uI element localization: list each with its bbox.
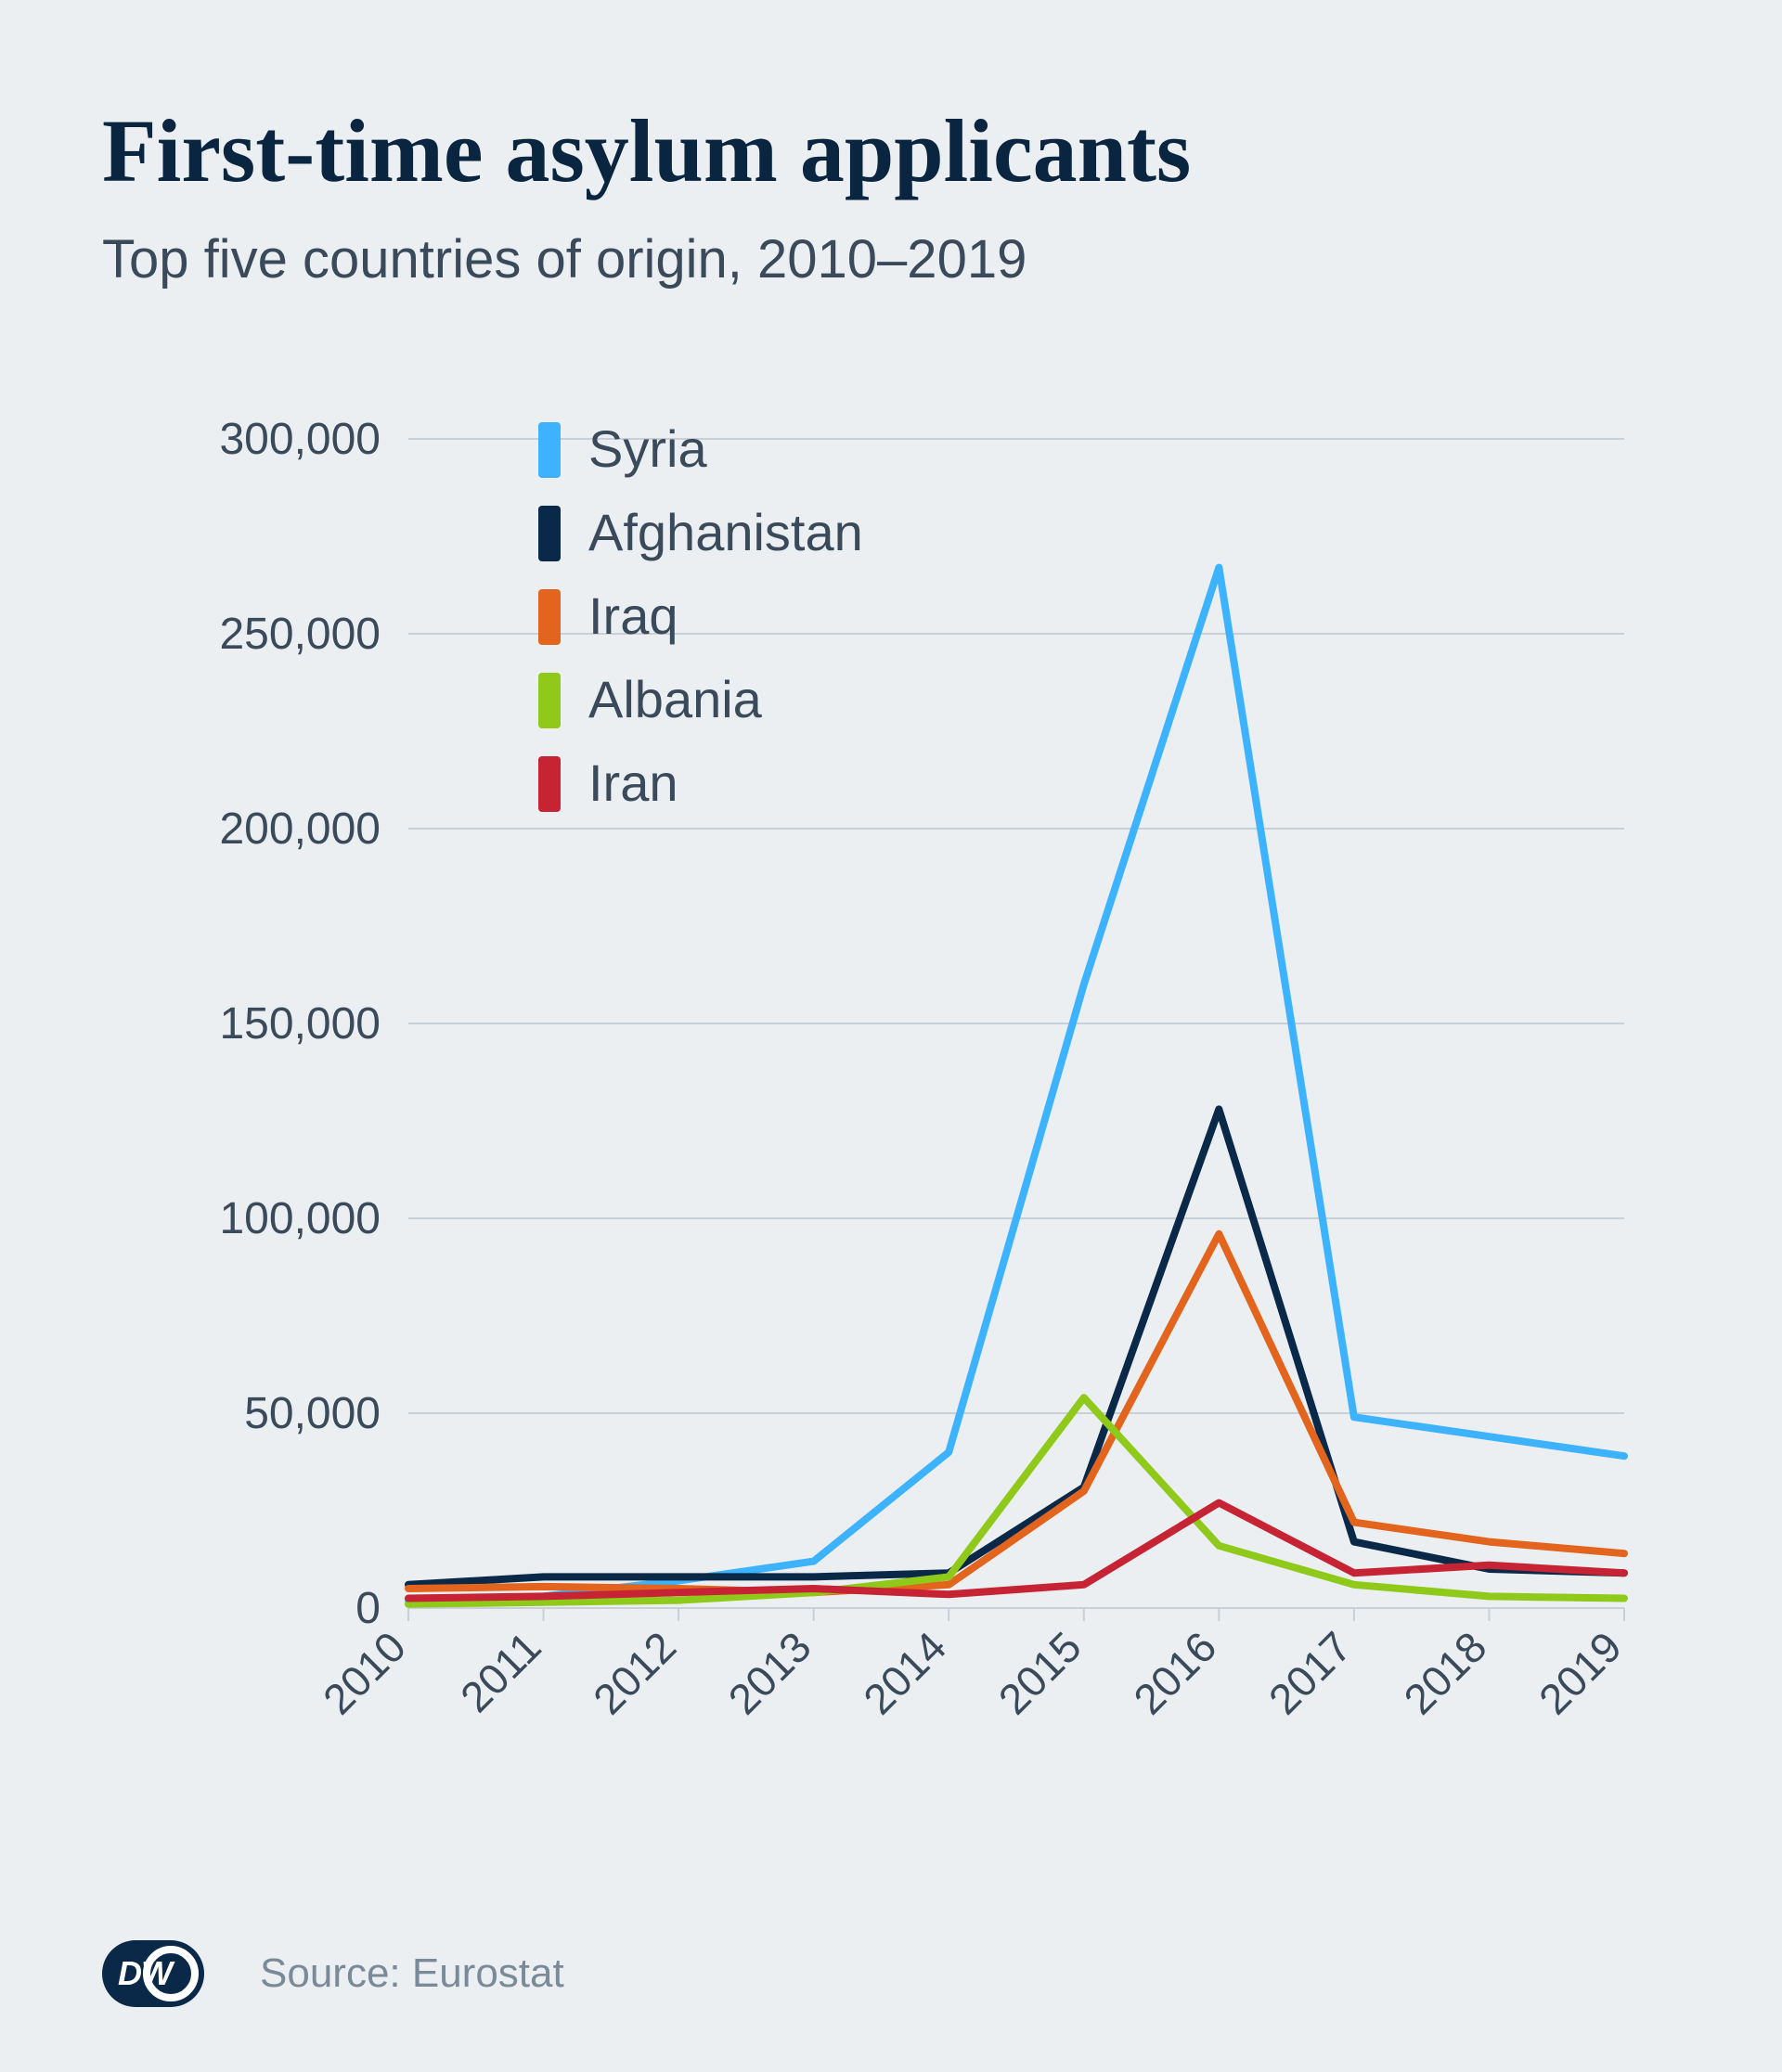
- x-tick-label: 2011: [451, 1622, 550, 1721]
- x-tick-label: 2016: [1124, 1622, 1225, 1723]
- x-tick-label: 2015: [989, 1622, 1091, 1723]
- x-tick-label: 2018: [1394, 1622, 1495, 1723]
- page-title: First-time asylum applicants: [102, 102, 1680, 200]
- y-tick-label: 150,000: [219, 999, 381, 1049]
- y-tick-label: 250,000: [219, 610, 381, 659]
- x-tick-label: 2010: [314, 1622, 415, 1723]
- x-tick-label: 2014: [854, 1622, 955, 1723]
- x-tick-label: 2019: [1530, 1622, 1631, 1723]
- line-chart: 050,000100,000150,000200,000250,000300,0…: [102, 402, 1680, 1780]
- x-tick-label: 2012: [584, 1622, 685, 1723]
- legend-label: Albania: [588, 670, 763, 728]
- y-tick-label: 300,000: [219, 415, 381, 464]
- chart-svg: 050,000100,000150,000200,000250,000300,0…: [102, 402, 1680, 1775]
- legend-swatch: [538, 673, 561, 728]
- legend-swatch: [538, 506, 561, 561]
- legend-swatch: [538, 422, 561, 478]
- legend-label: Afghanistan: [588, 503, 863, 561]
- footer: DW Source: Eurostat: [102, 1940, 564, 2007]
- x-tick-label: 2017: [1259, 1622, 1361, 1723]
- dw-logo: DW: [102, 1940, 204, 2007]
- legend-label: Syria: [588, 419, 707, 478]
- x-tick-label: 2013: [719, 1622, 820, 1723]
- source-label: Source: Eurostat: [260, 1950, 564, 1997]
- y-tick-label: 50,000: [244, 1389, 381, 1438]
- logo-circle-icon: [143, 1946, 199, 2001]
- legend-swatch: [538, 589, 561, 645]
- legend-label: Iraq: [588, 586, 678, 645]
- legend-swatch: [538, 756, 561, 812]
- y-tick-label: 100,000: [219, 1194, 381, 1243]
- page-subtitle: Top five countries of origin, 2010–2019: [102, 228, 1680, 290]
- y-tick-label: 200,000: [219, 804, 381, 854]
- series-line-afghanistan: [408, 1109, 1624, 1584]
- legend-label: Iran: [588, 753, 678, 812]
